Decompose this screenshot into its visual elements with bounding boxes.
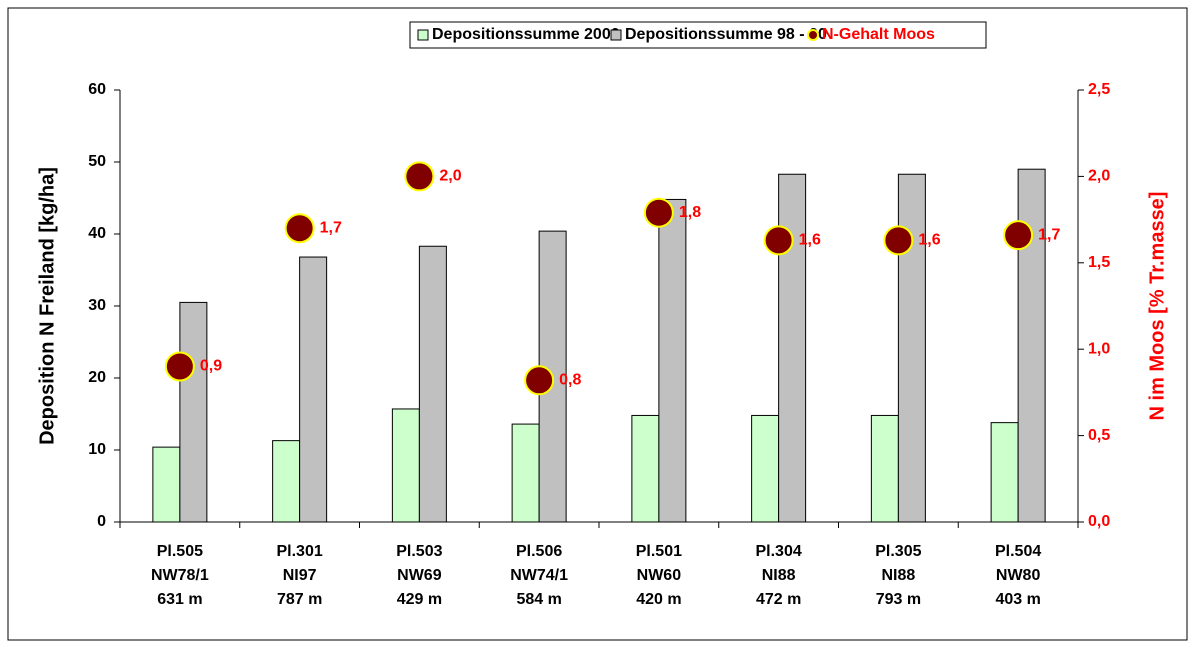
legend-label: Depositionssumme 2000: [432, 26, 620, 43]
data-label: 1,6: [799, 232, 821, 249]
legend-swatch: [610, 29, 622, 41]
y2-tick-label: 1,5: [1088, 254, 1110, 271]
data-label: 0,9: [200, 358, 222, 375]
bar: [418, 245, 447, 523]
x-tick-label: Pl.305: [875, 543, 921, 560]
x-tick-label: Pl.304: [755, 543, 801, 560]
point: [164, 351, 195, 382]
bar: [391, 408, 420, 523]
y2-tick-label: 2,0: [1088, 168, 1110, 185]
bar: [272, 440, 301, 523]
data-label: 2,0: [439, 168, 461, 185]
y-tick-label: 20: [88, 369, 106, 386]
data-label: 1,7: [1038, 226, 1060, 243]
legend-swatch: [417, 29, 429, 41]
x-tick-label: 793 m: [876, 591, 921, 608]
data-label: 1,8: [679, 204, 701, 221]
bar: [179, 301, 208, 523]
y2-tick-label: 2,5: [1088, 81, 1110, 98]
legend-label: N-Gehalt Moos: [822, 26, 935, 43]
x-tick-label: NI88: [762, 567, 796, 584]
point: [1003, 220, 1034, 251]
data-label: 1,7: [320, 219, 342, 236]
x-tick-label: NW69: [397, 567, 442, 584]
data-label: 0,8: [559, 372, 581, 389]
x-tick-label: NW78/1: [151, 567, 209, 584]
x-tick-label: Pl.506: [516, 543, 562, 560]
point: [643, 197, 674, 228]
legend-label: Depositionssumme 98 - 00: [625, 26, 827, 43]
bar: [897, 173, 926, 523]
x-tick-label: Pl.501: [636, 543, 682, 560]
y-tick-label: 10: [88, 441, 106, 458]
y-tick-label: 30: [88, 297, 106, 314]
bar: [751, 414, 780, 523]
x-tick-label: 631 m: [157, 591, 202, 608]
x-tick-label: 403 m: [995, 591, 1040, 608]
x-tick-label: Pl.301: [276, 543, 322, 560]
point: [404, 161, 435, 192]
bar: [990, 422, 1019, 523]
legend-swatch: [807, 29, 819, 41]
x-tick-label: 420 m: [636, 591, 681, 608]
bar: [658, 198, 687, 523]
y-tick-label: 40: [88, 225, 106, 242]
x-tick-label: NI88: [881, 567, 915, 584]
x-tick-label: 472 m: [756, 591, 801, 608]
x-tick-label: NW80: [996, 567, 1041, 584]
x-tick-label: 584 m: [516, 591, 561, 608]
point: [883, 225, 914, 256]
x-tick-label: NI97: [283, 567, 317, 584]
bar: [152, 446, 181, 523]
x-tick-label: NW60: [637, 567, 682, 584]
y2-axis-title: N im Moos [% Tr.masse]: [1146, 192, 1168, 421]
y-tick-label: 0: [97, 513, 106, 530]
y-axis-title: Deposition N Freiland [kg/ha]: [36, 167, 58, 445]
point: [763, 225, 794, 256]
y-tick-label: 50: [88, 153, 106, 170]
y2-tick-label: 1,0: [1088, 340, 1110, 357]
point: [524, 365, 555, 396]
x-tick-label: 429 m: [397, 591, 442, 608]
x-tick-label: NW74/1: [510, 567, 568, 584]
y2-tick-label: 0,0: [1088, 513, 1110, 530]
bar: [870, 414, 899, 523]
data-label: 1,6: [918, 232, 940, 249]
y-tick-label: 60: [88, 81, 106, 98]
bar: [299, 256, 328, 523]
legend-box: [409, 21, 987, 49]
bar: [511, 423, 540, 523]
x-tick-label: 787 m: [277, 591, 322, 608]
x-tick-label: Pl.505: [157, 543, 203, 560]
x-tick-label: Pl.503: [396, 543, 442, 560]
bar: [631, 414, 660, 523]
y2-tick-label: 0,5: [1088, 427, 1110, 444]
x-tick-label: Pl.504: [995, 543, 1041, 560]
point: [284, 213, 315, 244]
